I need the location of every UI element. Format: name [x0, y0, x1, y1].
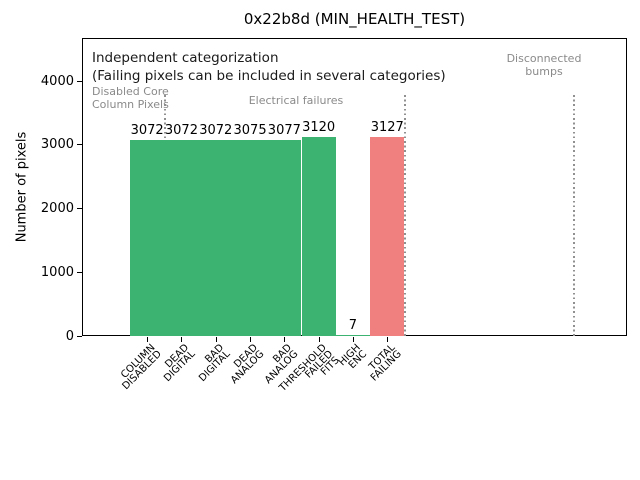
bar-value-label: 3077 [267, 122, 301, 138]
y-tick-label: 1000 [40, 264, 74, 280]
y-tick [77, 208, 82, 209]
x-tick-label: DEAD ANALOG [229, 342, 267, 387]
bar [164, 140, 199, 336]
y-tick-label: 0 [65, 328, 74, 344]
bar-value-label: 3072 [199, 123, 233, 139]
y-tick-label: 4000 [40, 73, 74, 89]
y-tick [77, 335, 82, 337]
x-tick-label: TOTAL FAILING [367, 342, 404, 384]
chart-title: 0x22b8d (MIN_HEALTH_TEST) [243, 10, 466, 28]
bar-value-label: 3072 [164, 123, 198, 139]
x-tick [147, 337, 149, 342]
x-tick [318, 337, 320, 342]
bar [335, 335, 371, 336]
x-tick [215, 337, 217, 342]
bar-value-label: 3072 [130, 123, 164, 139]
x-tick [284, 337, 286, 342]
separator-dotted-line [163, 95, 166, 140]
bar [301, 137, 336, 336]
annotation-failing-note: (Failing pixels can be included in sever… [92, 68, 446, 84]
bar [198, 140, 233, 336]
bar [267, 139, 302, 336]
x-tick [387, 337, 389, 342]
y-tick [77, 271, 82, 273]
x-tick-label: DEAD DIGITAL [162, 342, 198, 385]
x-tick-label: BAD DIGITAL [196, 342, 233, 385]
bar-value-label: 3127 [370, 119, 404, 135]
region-label-electrical-failures: Electrical failures [248, 94, 344, 107]
x-tick-label: COLUMN DISABLED [118, 342, 164, 393]
y-tick-label: 3000 [40, 137, 74, 153]
bar [232, 139, 268, 336]
separator-dotted-line [573, 95, 575, 336]
y-axis-label: Number of pixels [14, 131, 30, 243]
y-tick [77, 144, 82, 146]
annotation-independent-categorization: Independent categorization [92, 50, 279, 66]
bar-value-label: 3075 [233, 122, 267, 138]
y-tick [77, 80, 82, 82]
x-tick [352, 337, 354, 342]
bar [370, 136, 405, 336]
x-tick [250, 337, 252, 342]
separator-dotted-line [403, 95, 406, 336]
bar [130, 140, 165, 336]
y-tick-label: 2000 [40, 201, 74, 216]
region-label-disabled-core-column-pixels: Disabled Core Column Pixels [92, 85, 169, 111]
bar-value-label: 3120 [302, 120, 336, 136]
bar-value-label: 7 [348, 318, 358, 333]
x-tick [181, 337, 183, 342]
region-label-disconnected-bumps: Disconnected bumps [506, 52, 582, 78]
